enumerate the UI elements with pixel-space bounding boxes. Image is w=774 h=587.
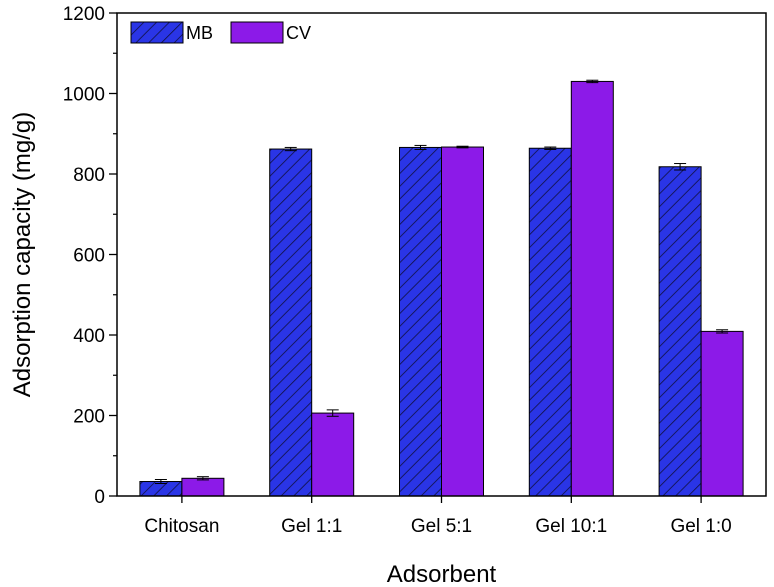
legend-item-mb: MB [130, 21, 213, 44]
legend-label-mb: MB [186, 23, 213, 43]
x-axis-title: Adsorbent [387, 561, 497, 587]
y-tick-label-800: 800 [73, 165, 105, 186]
error-bar-cv-1 [196, 476, 209, 481]
y-tick-label-400: 400 [73, 326, 105, 347]
x-tick-label-5: Gel 1:0 [670, 516, 731, 537]
bar-cv-1 [181, 477, 225, 497]
legend-swatch-mb [130, 21, 184, 44]
legend-item-cv: CV [230, 21, 311, 44]
x-tick-label-1: Chitosan [144, 516, 219, 537]
y-tick-label-600: 600 [73, 246, 105, 267]
legend: MB CV [130, 21, 311, 44]
x-axis: Chitosan Gel 1:1 Gel 5:1 Gel 10:1 Gel 1:0 [144, 496, 732, 537]
y-tick-label-1200: 1200 [63, 4, 105, 25]
y-tick-label-1000: 1000 [63, 85, 105, 106]
y-tick-label-0: 0 [94, 487, 105, 508]
error-bar-mb-2 [284, 146, 297, 152]
legend-swatch-cv [230, 21, 284, 44]
bar-cv-3 [441, 146, 484, 497]
x-tick-label-4: Gel 10:1 [535, 516, 607, 537]
bar-mb-2 [269, 148, 313, 497]
error-bar-cv-5 [716, 329, 729, 334]
bar-mb-3 [399, 146, 442, 497]
error-bar-mb-5 [674, 163, 687, 171]
bar-mb-5 [658, 166, 702, 497]
y-axis-title: Adsorption capacity (mg/g) [9, 112, 36, 397]
error-bars-layer [154, 79, 729, 485]
bar-cv-5 [700, 330, 744, 497]
x-tick-label-2: Gel 1:1 [281, 516, 342, 537]
bar-cv-4 [570, 80, 614, 497]
error-bar-mb-1 [154, 478, 167, 485]
legend-label-cv: CV [286, 23, 311, 43]
y-tick-label-200: 200 [73, 407, 105, 428]
bars-layer [139, 80, 744, 497]
bar-cv-2 [311, 412, 355, 497]
y-axis: 0 200 400 600 800 1000 1200 [63, 4, 117, 508]
error-bar-mb-4 [544, 146, 557, 150]
error-bar-mb-3 [414, 144, 427, 150]
x-tick-label-3: Gel 5:1 [411, 516, 472, 537]
error-bar-cv-4 [586, 79, 599, 84]
error-bar-cv-3 [456, 145, 469, 149]
error-bar-cv-2 [326, 409, 339, 417]
bar-mb-4 [528, 147, 572, 497]
